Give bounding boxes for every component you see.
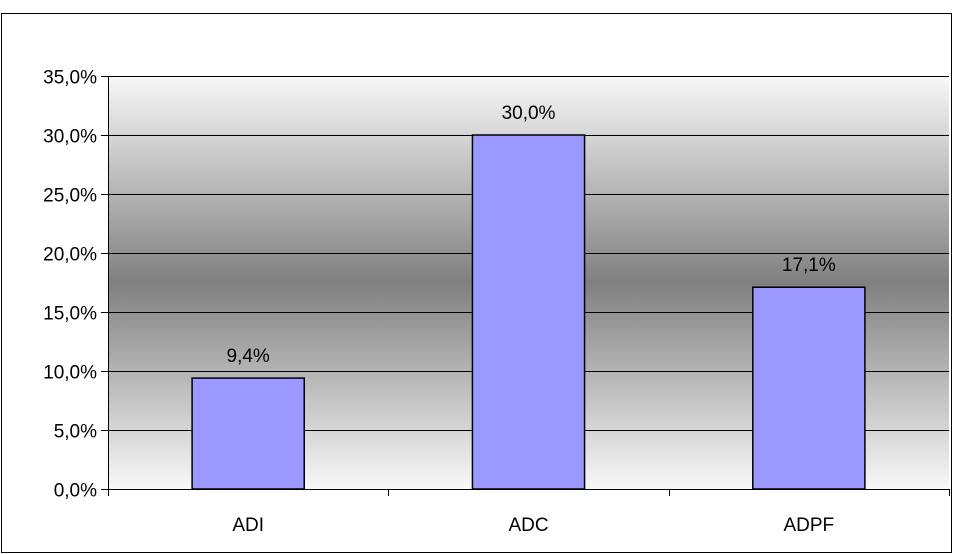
bars <box>191 134 866 490</box>
y-tick-label: 10,0% <box>43 363 97 384</box>
y-tick-label: 0,0% <box>54 481 97 502</box>
category-label-adc: ADC <box>508 515 548 536</box>
category-label-adi: ADI <box>232 515 264 536</box>
y-tick-label: 30,0% <box>43 127 97 148</box>
y-tick-label: 35,0% <box>43 68 97 89</box>
y-tick-label: 25,0% <box>43 186 97 207</box>
y-tick-label: 5,0% <box>54 422 97 443</box>
bar-adi <box>191 377 305 490</box>
labels: 0,0% 5,0% 10,0% 15,0% 20,0% 25,0% 30,0% 35,0% 9,… <box>43 68 836 537</box>
y-tick-label: 20,0% <box>43 245 97 266</box>
data-label-adc: 30,0% <box>502 103 556 124</box>
category-label-adpf: ADPF <box>783 515 834 536</box>
y-tick-label: 15,0% <box>43 304 97 325</box>
data-label-adi: 9,4% <box>227 346 270 367</box>
data-label-adpf: 17,1% <box>782 255 836 276</box>
bar-adc <box>471 134 586 490</box>
bar-adpf <box>752 286 866 490</box>
